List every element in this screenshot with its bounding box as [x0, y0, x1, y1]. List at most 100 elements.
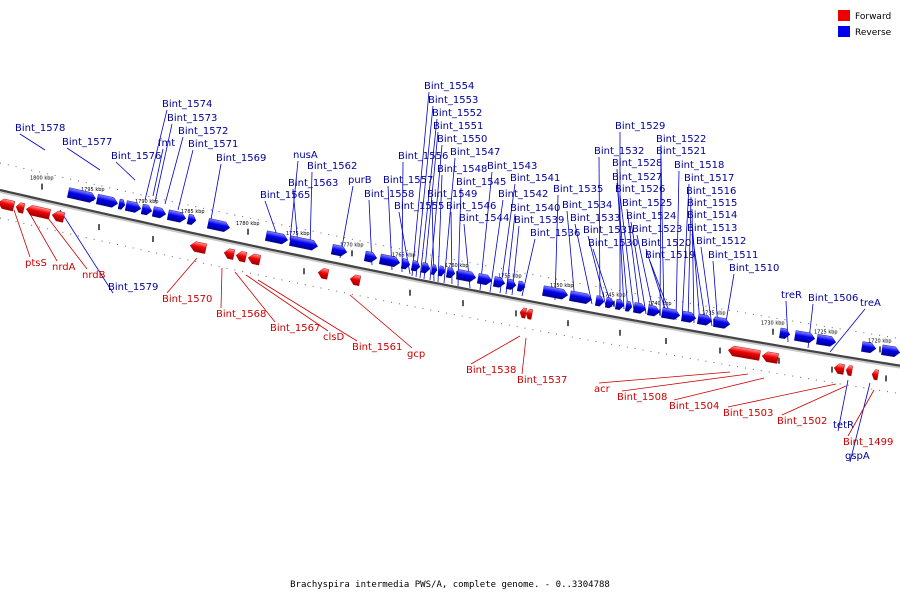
gene-label-bint-1562: Bint_1562 — [307, 161, 357, 172]
leader-line-bint-1532 — [598, 156, 601, 306]
gene-label-bint-1543: Bint_1543 — [487, 161, 537, 172]
gene-label-bint-1570: Bint_1570 — [162, 294, 212, 305]
genome-caption: Brachyspira intermedia PWS/A, complete g… — [290, 580, 610, 590]
leader-line-bint-1530 — [592, 248, 613, 308]
leader-line-bint-1543 — [479, 171, 493, 291]
gene-label-tetr: tetR — [833, 420, 854, 431]
leader-line-bint-1508 — [621, 373, 749, 392]
leader-line-bint-1567 — [234, 271, 276, 323]
gene-arrow-unlabeled-4 — [140, 203, 153, 216]
genome-backbone — [0, 188, 900, 369]
gene-label-bint-1569: Bint_1569 — [216, 153, 266, 164]
leader-line-bint-1577 — [66, 147, 101, 171]
gene-arrow-unlabeled-27 — [594, 295, 605, 307]
gene-arrow-unlabeled-38 — [794, 330, 816, 344]
leader-line-bint-1579 — [59, 209, 114, 294]
gene-arrow-unlabeled-16 — [420, 262, 431, 274]
kbp-tick-label: 1750 kbp — [550, 283, 574, 289]
leader-line-bint-1499 — [847, 389, 875, 437]
gene-arrow-unlabeled-1 — [95, 193, 119, 208]
gene-label-bint-1503: Bint_1503 — [723, 408, 773, 419]
gene-arrow-unlabeled-7 — [186, 213, 197, 225]
gene-arrow-unlabeled-1 — [15, 202, 26, 214]
legend-forward-swatch — [838, 10, 850, 21]
gene-arrow-unlabeled-25 — [542, 285, 569, 300]
leader-line-bint-1516 — [687, 196, 692, 323]
leader-line-bint-1533 — [574, 223, 593, 305]
gene-arrow-unlabeled-32 — [646, 304, 661, 317]
gene-label-bint-1565: Bint_1565 — [260, 190, 310, 201]
gene-label-bint-1563: Bint_1563 — [288, 178, 338, 189]
leader-line-fmt — [152, 148, 164, 197]
gene-arrow-unlabeled-19 — [445, 267, 456, 279]
gene-label-bint-1548: Bint_1548 — [437, 164, 487, 175]
gene-arrow-unlabeled-18 — [437, 265, 446, 277]
gene-arrow-unlabeled-10 — [519, 307, 528, 319]
gene-label-bint-1574: Bint_1574 — [162, 99, 212, 110]
gene-label-bint-1532: Bint_1532 — [594, 146, 644, 157]
gene-label-gcp: gcp — [407, 349, 425, 360]
leader-line-tetr — [837, 379, 849, 432]
gene-arrow-unlabeled-40 — [861, 341, 877, 354]
gene-arrow-unlabeled-10 — [289, 235, 318, 251]
kbp-tick-label: 1720 kbp — [868, 338, 892, 344]
leader-line-trea — [829, 308, 866, 353]
leader-line-bint-1561 — [257, 279, 358, 342]
gene-label-bint-1576: Bint_1576 — [111, 151, 161, 162]
gene-label-bint-1572: Bint_1572 — [178, 126, 228, 137]
gene-label-bint-1515: Bint_1515 — [687, 198, 737, 209]
gene-label-bint-1525: Bint_1525 — [622, 198, 672, 209]
leader-line-bint-1578 — [19, 133, 46, 151]
leader-line-bint-1572 — [164, 136, 184, 205]
leader-line-bint-1553 — [415, 105, 434, 278]
gene-label-bint-1571: Bint_1571 — [188, 139, 238, 150]
leader-line-bint-1517 — [681, 183, 690, 322]
gene-label-bint-1514: Bint_1514 — [687, 210, 737, 221]
gene-arrow-unlabeled-13 — [378, 253, 401, 267]
gene-arrow-unlabeled-2 — [117, 198, 126, 210]
gene-label-bint-1520: Bint_1520 — [641, 238, 691, 249]
leader-line-bint-1563 — [292, 188, 299, 246]
leader-line-bint-1570 — [166, 257, 198, 294]
gene-label-gspa: gspA — [845, 451, 870, 462]
gene-label-bint-1561: Bint_1561 — [352, 342, 402, 353]
leader-line-bint-1565 — [264, 200, 279, 239]
leader-line-bint-1513 — [691, 233, 707, 326]
gene-label-acr: acr — [594, 384, 611, 395]
gene-label-bint-1546: Bint_1546 — [446, 201, 496, 212]
gene-label-bint-1541: Bint_1541 — [510, 173, 560, 184]
gene-label-bint-1518: Bint_1518 — [674, 160, 724, 171]
gene-arrow-unlabeled-8 — [317, 268, 330, 280]
gene-arrow-unlabeled-15 — [845, 365, 853, 377]
gene-arrow-unlabeled-34 — [681, 310, 697, 323]
gene-label-bint-1537: Bint_1537 — [517, 375, 567, 386]
gene-arrow-unlabeled-7 — [247, 253, 262, 266]
gene-label-bint-1506: Bint_1506 — [808, 293, 858, 304]
gene-label-bint-1523: Bint_1523 — [632, 224, 682, 235]
gene-labels: Bint_1578 Bint_1577 Bint_1576 fmt Bint_1574 B… — [15, 81, 893, 462]
gene-label-bint-1547: Bint_1547 — [450, 147, 500, 158]
leader-line-clsd — [245, 274, 329, 332]
gene-label-bint-1557: Bint_1557 — [383, 175, 433, 186]
kbp-tick-label: 1770 kbp — [340, 242, 364, 248]
gene-label-bint-1552: Bint_1552 — [432, 108, 482, 119]
kbp-tick-label: 1765 kbp — [392, 253, 416, 259]
leader-line-bint-1550 — [429, 144, 443, 281]
gene-arrow-unlabeled-16 — [871, 369, 879, 381]
gene-label-bint-1533: Bint_1533 — [570, 213, 620, 224]
gene-arrow-unlabeled-37 — [779, 327, 791, 339]
gene-arrow-unlabeled-17 — [430, 264, 438, 275]
gene-label-bint-1554: Bint_1554 — [424, 81, 474, 92]
leader-line-bint-1552 — [419, 118, 438, 279]
gene-label-bint-1538: Bint_1538 — [466, 365, 516, 376]
gene-label-bint-1534: Bint_1534 — [562, 200, 612, 211]
gene-label-bint-1517: Bint_1517 — [684, 173, 734, 184]
leader-line-nrdb — [47, 217, 88, 270]
gene-label-bint-1579: Bint_1579 — [108, 282, 158, 293]
gene-label-clsd: clsD — [323, 332, 344, 343]
leader-line-gspa — [849, 382, 871, 463]
kbp-tick-label: 1775 kbp — [286, 231, 310, 237]
gene-label-bint-1510: Bint_1510 — [729, 263, 779, 274]
kbp-tick-label: 1780 kbp — [236, 221, 260, 227]
kbp-tick-label: 1760 kbp — [445, 263, 469, 269]
